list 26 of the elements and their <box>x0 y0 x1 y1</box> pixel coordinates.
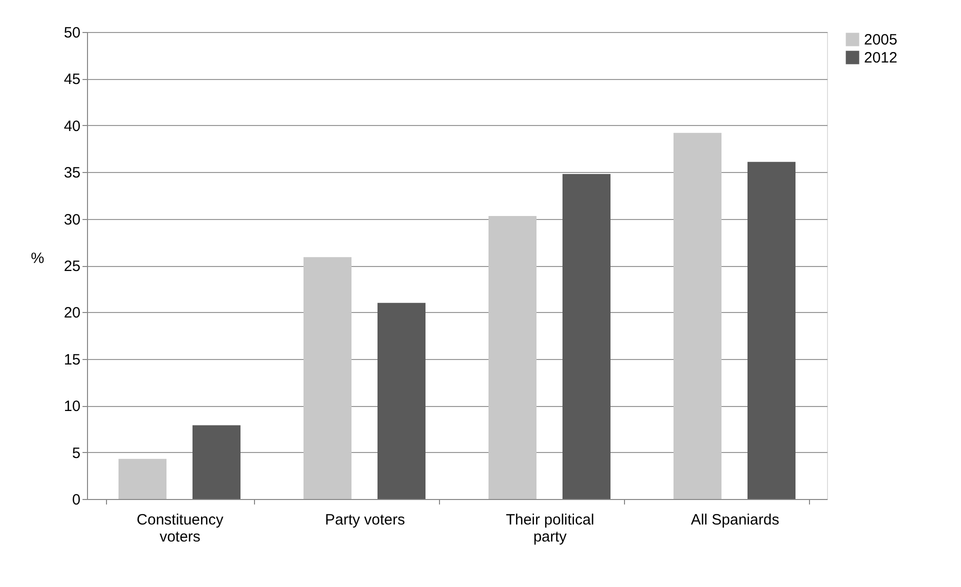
bar <box>748 162 796 499</box>
bar <box>378 302 426 499</box>
bar <box>118 458 166 499</box>
bar <box>674 132 722 499</box>
bar <box>192 425 240 499</box>
x-tick-label: Constituency voters <box>136 512 224 546</box>
y-tick-label: 10 <box>64 398 80 416</box>
y-tick-label: 5 <box>72 444 80 462</box>
bar <box>562 174 610 499</box>
y-axis-title: % <box>30 250 44 267</box>
x-tick-label: Party voters <box>324 512 406 528</box>
legend-label: 2005 <box>864 32 898 48</box>
y-tick-label: 30 <box>64 211 80 228</box>
bar <box>304 257 352 499</box>
legend-label: 2012 <box>864 50 898 66</box>
y-tick-label: 45 <box>64 71 80 88</box>
y-tick-label: 50 <box>64 24 80 42</box>
y-tick-label: 25 <box>64 258 80 275</box>
y-tick-label: 40 <box>64 118 80 135</box>
y-tick-label: 15 <box>64 351 80 368</box>
y-tick-label: 35 <box>64 164 80 182</box>
y-tick-label: 0 <box>72 492 80 508</box>
bar <box>488 216 536 499</box>
x-tick-label: Their political party <box>506 512 594 546</box>
y-tick-label: 20 <box>64 304 80 322</box>
x-tick-label: All Spaniards <box>690 512 780 528</box>
